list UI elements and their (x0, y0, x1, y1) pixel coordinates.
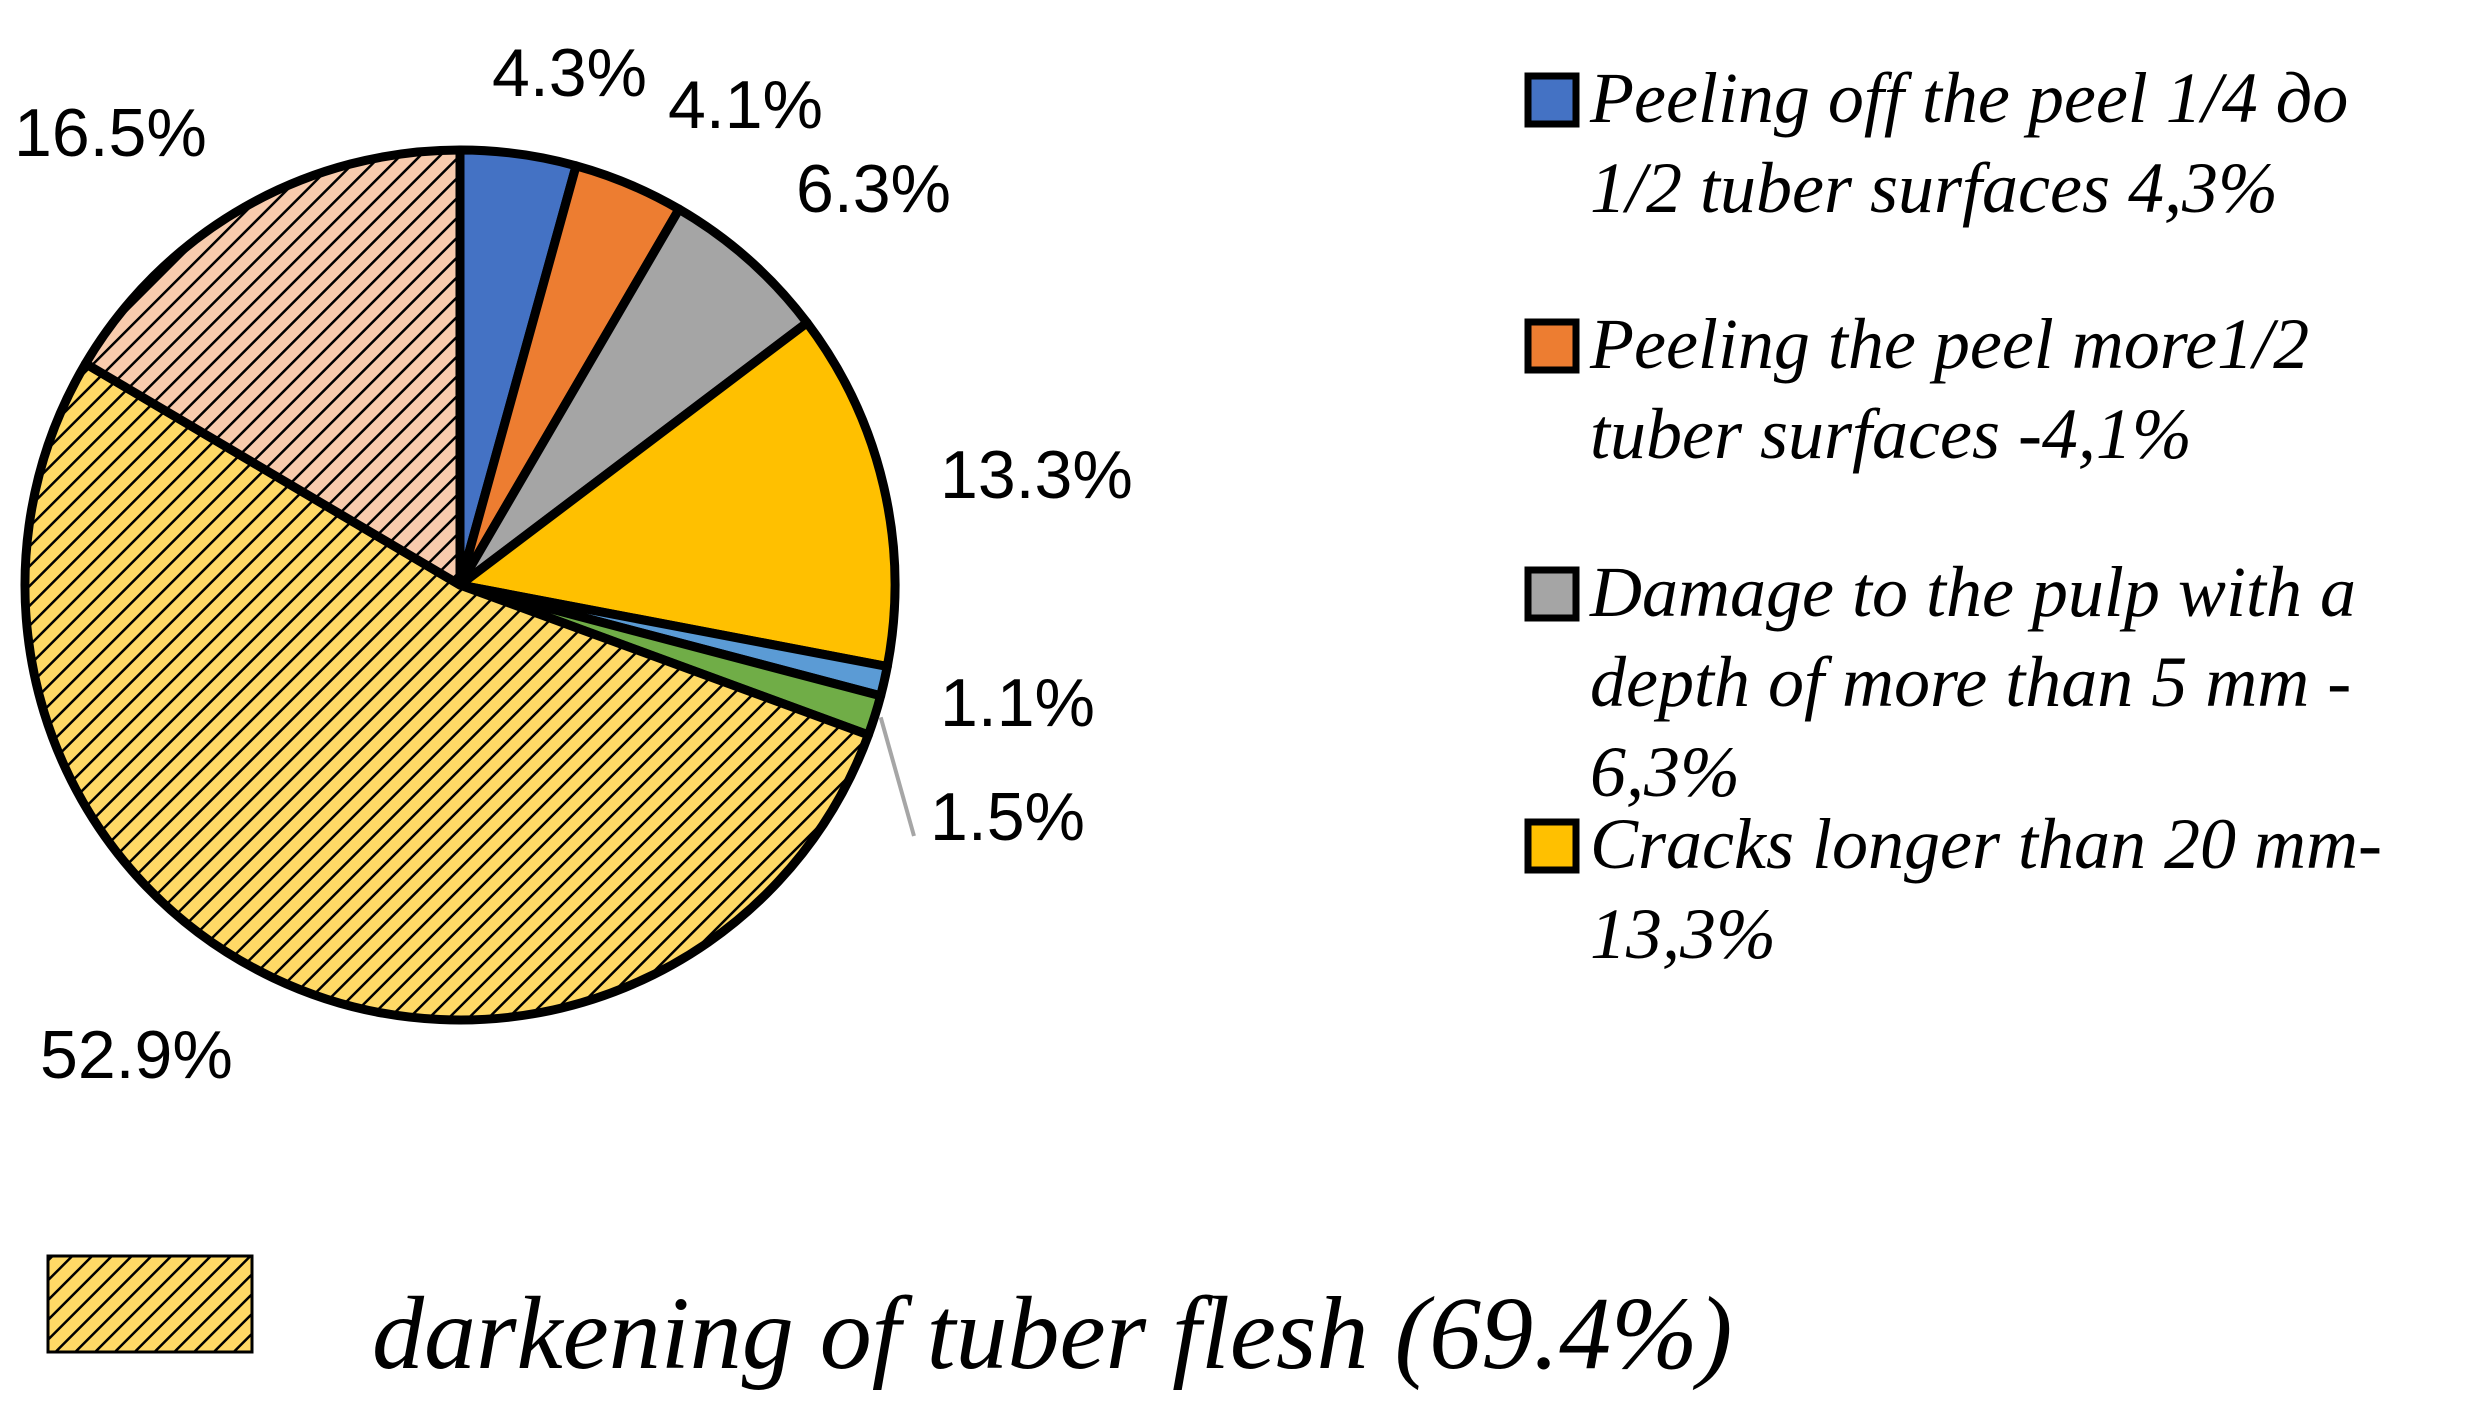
pie-slice (455, 318, 900, 672)
data-label: 4.1% (668, 67, 823, 143)
data-label: 52.9% (40, 1017, 233, 1093)
data-labels: 4.3% 4.1% 6.3% 13.3% 1.1% 1.5% 52.9% 16.5% (14, 35, 1133, 1093)
leader-lines (878, 716, 916, 837)
legend-label: Peeling the peel more1/2 (1589, 304, 2309, 384)
legend-label: 6,3% (1590, 732, 1740, 812)
data-label: 4.3% (492, 35, 647, 111)
data-label: 1.5% (930, 779, 1085, 855)
legend-label: tuber surfaces -4,1% (1590, 394, 2192, 474)
data-label: 6.3% (796, 151, 951, 227)
legend-label: Cracks longer than 20 mm- (1590, 804, 2382, 884)
bottom-legend-label: darkening of tuber flesh (69.4%) (372, 1276, 1732, 1391)
pie-slice (81, 145, 465, 590)
legend-label: 1/2 tuber surfaces 4,3% (1590, 148, 2278, 228)
pie-slices (20, 145, 900, 1025)
legend-swatch (1524, 818, 1580, 874)
legend-label: Damage to the pulp with a (1589, 552, 2356, 632)
legend-label: Peeling off the peel 1/4 до (1589, 58, 2348, 138)
bottom-legend: darkening of tuber flesh (69.4%) (46, 1254, 1732, 1391)
data-label: 1.1% (940, 665, 1095, 741)
legend-swatch (1524, 318, 1580, 374)
bottom-legend-swatch (46, 1254, 254, 1354)
legend-label: depth of more than 5 mm - (1590, 642, 2351, 722)
pie-slice (20, 359, 873, 1025)
legend-swatch (1524, 72, 1580, 128)
data-label: 16.5% (14, 95, 207, 171)
legend-label: 13,3% (1590, 894, 1776, 974)
pie-slice (455, 204, 812, 590)
leader-line (878, 716, 916, 837)
legend-swatch (1524, 566, 1580, 622)
data-label: 13.3% (940, 437, 1133, 513)
legend: Peeling off the peel 1/4 до 1/2 tuber sur… (1524, 58, 2382, 974)
